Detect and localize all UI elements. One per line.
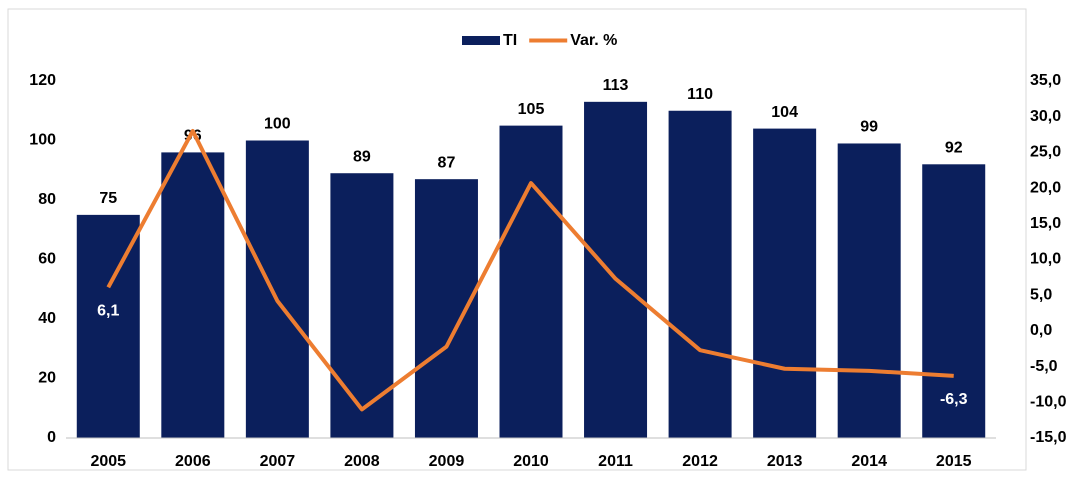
y2-tick-label: 25,0	[1030, 144, 1061, 161]
y2-tick-label: 15,0	[1030, 215, 1061, 232]
y2-tick-label: 5,0	[1030, 286, 1052, 303]
legend-label: TI	[503, 32, 517, 49]
y-tick-label: 80	[38, 191, 56, 208]
bar	[922, 164, 986, 439]
bar-value-label: 99	[860, 119, 878, 136]
bar	[753, 128, 817, 438]
bar	[584, 101, 648, 438]
bar-value-label: 105	[518, 101, 545, 118]
y2-tick-label: -15,0	[1030, 429, 1067, 446]
bar-value-label: 100	[264, 116, 291, 133]
y-tick-label: 20	[38, 370, 56, 387]
y-tick-label: 100	[29, 132, 56, 149]
x-tick-label: 2011	[598, 453, 633, 470]
y-tick-label: 120	[29, 72, 56, 89]
y2-tick-label: 35,0	[1030, 72, 1061, 89]
line-value-label: -6,3	[940, 391, 968, 408]
legend-swatch	[462, 36, 500, 45]
x-tick-label: 2006	[175, 453, 211, 470]
x-tick-label: 2009	[429, 453, 465, 470]
y2-tick-label: -5,0	[1030, 358, 1058, 375]
bar	[414, 179, 478, 439]
x-tick-label: 2005	[90, 453, 126, 470]
x-tick-label: 2015	[936, 453, 972, 470]
line-value-label: 6,1	[97, 303, 119, 320]
x-tick-label: 2014	[851, 453, 887, 470]
y2-tick-label: 20,0	[1030, 179, 1061, 196]
y-tick-label: 40	[38, 310, 56, 327]
bar	[161, 152, 225, 438]
bar	[499, 125, 563, 438]
x-tick-label: 2012	[682, 453, 718, 470]
bar-value-label: 89	[353, 148, 371, 165]
x-tick-label: 2010	[513, 453, 549, 470]
y2-tick-label: 0,0	[1030, 322, 1052, 339]
bar-value-label: 104	[771, 104, 798, 121]
bar-value-label: 92	[945, 140, 963, 157]
bar	[837, 143, 901, 438]
legend-label: Var. %	[570, 32, 617, 49]
x-tick-label: 2013	[767, 453, 803, 470]
y-tick-label: 60	[38, 251, 56, 268]
bar-value-label: 87	[438, 154, 456, 171]
bar	[330, 173, 394, 438]
bar	[245, 140, 309, 438]
x-tick-label: 2007	[260, 453, 296, 470]
bar-value-label: 113	[603, 77, 629, 94]
line	[106, 128, 954, 412]
bar-value-label: 75	[99, 190, 117, 207]
y2-tick-label: 30,0	[1030, 108, 1061, 125]
y2-tick-label: -10,0	[1030, 394, 1067, 411]
y2-tick-label: 10,0	[1030, 251, 1061, 268]
x-tick-label: 2008	[344, 453, 380, 470]
bar	[668, 110, 732, 438]
y-tick-label: 0	[47, 429, 56, 446]
bar-value-label: 110	[687, 86, 713, 103]
